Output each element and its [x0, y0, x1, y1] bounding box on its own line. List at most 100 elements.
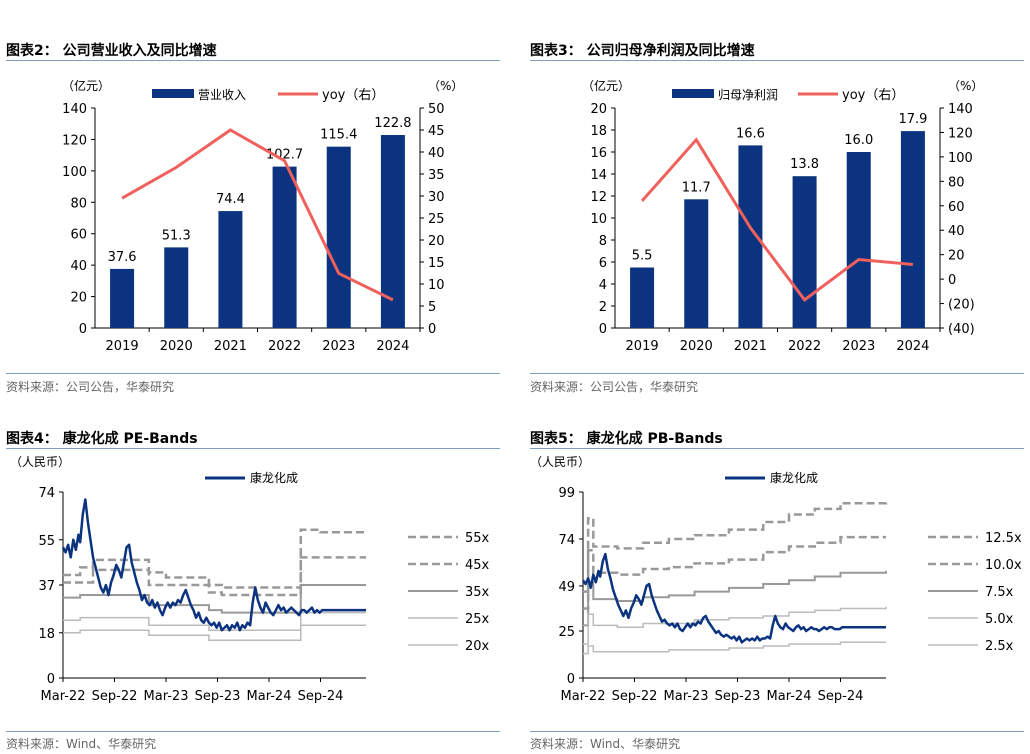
net-profit-bar	[792, 176, 817, 328]
revenue-bar-data-label: 122.8	[374, 116, 411, 131]
net-profit-bar-data-label: 17.9	[898, 112, 927, 127]
pe-ytick-label: 37	[38, 579, 55, 594]
revenue-xtick-label: 2022	[268, 339, 301, 354]
pb-ytick-label: 99	[558, 486, 575, 501]
net-profit-ytick-label: 18	[590, 124, 607, 139]
chart3-title: 图表4： 康龙化成 PE-Bands	[6, 431, 198, 447]
net-profit-y2tick-label: 100	[948, 151, 973, 166]
pb-band-legend-label: 5.0x	[985, 612, 1014, 627]
pe-band-legend-label: 20x	[465, 639, 490, 654]
revenue-bar	[164, 247, 189, 328]
revenue-bar-data-label: 74.4	[216, 192, 245, 207]
revenue-y2tick-label: 15	[428, 256, 445, 271]
net-profit-bar-data-label: 16.6	[736, 126, 765, 141]
net-profit-xtick-label: 2021	[734, 339, 767, 354]
pb-band-legend-label: 7.5x	[985, 585, 1014, 600]
net-profit-y2tick-label: 140	[948, 102, 973, 117]
pb-xtick-label: Mar-24	[767, 689, 812, 704]
pb-xtick-label: Sep-22	[612, 689, 658, 704]
pe-ytick-label: 0	[47, 672, 55, 687]
net-profit-yoy-line	[640, 137, 914, 302]
net-profit-xtick-label: 2023	[842, 339, 875, 354]
revenue-y2tick-label: 10	[428, 278, 445, 293]
revenue-xtick-label: 2019	[106, 339, 139, 354]
pe-band-legend-label: 35x	[465, 585, 490, 600]
net-profit-xtick-label: 2019	[626, 339, 659, 354]
pb-ytick-label: 25	[558, 625, 575, 640]
net-profit-bar	[900, 131, 925, 328]
pe-price-line	[61, 498, 366, 632]
revenue-ytick-label: 100	[62, 165, 87, 180]
chart4-title-rule	[530, 448, 1024, 449]
revenue-ytick-label: 80	[70, 196, 87, 211]
pb-xtick-label: Sep-23	[715, 689, 761, 704]
chart2-title-rule	[530, 60, 1024, 61]
revenue-y2tick-label: 30	[428, 190, 445, 205]
net-profit-ytick-label: 6	[599, 256, 607, 271]
net-profit-xtick-label: 2020	[680, 339, 713, 354]
pb-xtick-label: Mar-23	[664, 689, 709, 704]
net-profit-y2tick-label: (20)	[948, 298, 975, 313]
net-profit-ytick-label: 14	[590, 168, 607, 183]
revenue-bar	[272, 166, 297, 328]
revenue-bar-data-label: 102.7	[266, 148, 303, 163]
net-profit-right-unit: （%）	[948, 79, 983, 93]
pe-ytick-label: 74	[38, 486, 55, 501]
pb-band-line	[583, 641, 886, 655]
chart4-source: 资料来源：Wind、华泰研究	[530, 737, 681, 751]
net-profit-ytick-label: 16	[590, 146, 607, 161]
net-profit-ytick-label: 20	[590, 102, 607, 117]
pe-band-line	[63, 611, 366, 631]
revenue-bar-data-label: 37.6	[108, 250, 137, 265]
revenue-legend-bar-swatch	[152, 89, 194, 98]
revenue-bar	[110, 268, 135, 328]
net-profit-ytick-label: 8	[599, 234, 607, 249]
chart2-source: 资料来源：公司公告，华泰研究	[530, 380, 699, 394]
net-profit-legend-line-label: yoy（右）	[842, 88, 904, 103]
revenue-xtick-label: 2020	[160, 339, 193, 354]
pb-band-legend-label: 10.0x	[985, 558, 1022, 573]
revenue-y2tick-label: 20	[428, 234, 445, 249]
revenue-xtick-label: 2023	[322, 339, 355, 354]
revenue-xtick-label: 2024	[376, 339, 409, 354]
revenue-bar-data-label: 115.4	[320, 128, 357, 143]
chart2-source-rule	[530, 373, 1024, 374]
revenue-ytick-label: 0	[79, 322, 87, 337]
revenue-xtick-label: 2021	[214, 339, 247, 354]
net-profit-xtick-label: 2024	[896, 339, 929, 354]
pb-ytick-label: 74	[558, 533, 575, 548]
revenue-ytick-label: 120	[62, 133, 87, 148]
pb-price-line	[581, 552, 886, 644]
pe-xtick-label: Mar-22	[41, 689, 86, 704]
revenue-y2tick-label: 0	[428, 322, 436, 337]
net-profit-legend-bar-label: 归母净利润	[718, 88, 778, 102]
pe-band-legend-label: 25x	[465, 612, 490, 627]
pb-ytick-label: 0	[567, 672, 575, 687]
revenue-y2tick-label: 5	[428, 300, 436, 315]
pb-band-legend-label: 2.5x	[985, 639, 1014, 654]
pb-band-legend-label: 12.5x	[985, 531, 1022, 546]
chart2-title: 图表3： 公司归母净利润及同比增速	[530, 43, 755, 59]
pe-band-line	[63, 624, 366, 642]
revenue-ytick-label: 40	[70, 259, 87, 274]
net-profit-ytick-label: 2	[599, 300, 607, 315]
net-profit-y2tick-label: 80	[948, 175, 965, 190]
revenue-bar	[218, 211, 243, 328]
net-profit-y2tick-label: (40)	[948, 322, 975, 337]
chart1-source: 资料来源：公司公告，华泰研究	[6, 380, 175, 394]
pb-band-line	[583, 501, 888, 593]
pe-ytick-label: 18	[38, 627, 55, 642]
net-profit-chart: 0 2 4 6 8 10 12 14 16 18 20 (40) (20) 0 20 40 60 80 100 120…	[582, 78, 983, 354]
pb-band-line	[583, 606, 887, 645]
revenue-legend-line-label: yoy（右）	[322, 88, 384, 103]
revenue-ytick-label: 140	[62, 102, 87, 117]
net-profit-bar-data-label: 11.7	[682, 180, 711, 195]
chart4-title: 图表5： 康龙化成 PB-Bands	[530, 431, 723, 447]
revenue-ytick-label: 60	[70, 228, 87, 243]
net-profit-ytick-label: 12	[590, 190, 607, 205]
net-profit-bar-data-label: 5.5	[632, 249, 653, 264]
net-profit-xtick-label: 2022	[788, 339, 821, 354]
revenue-bar	[326, 146, 351, 328]
pe-legend-price-label: 康龙化成	[250, 470, 298, 485]
pe-band-line	[63, 528, 366, 589]
